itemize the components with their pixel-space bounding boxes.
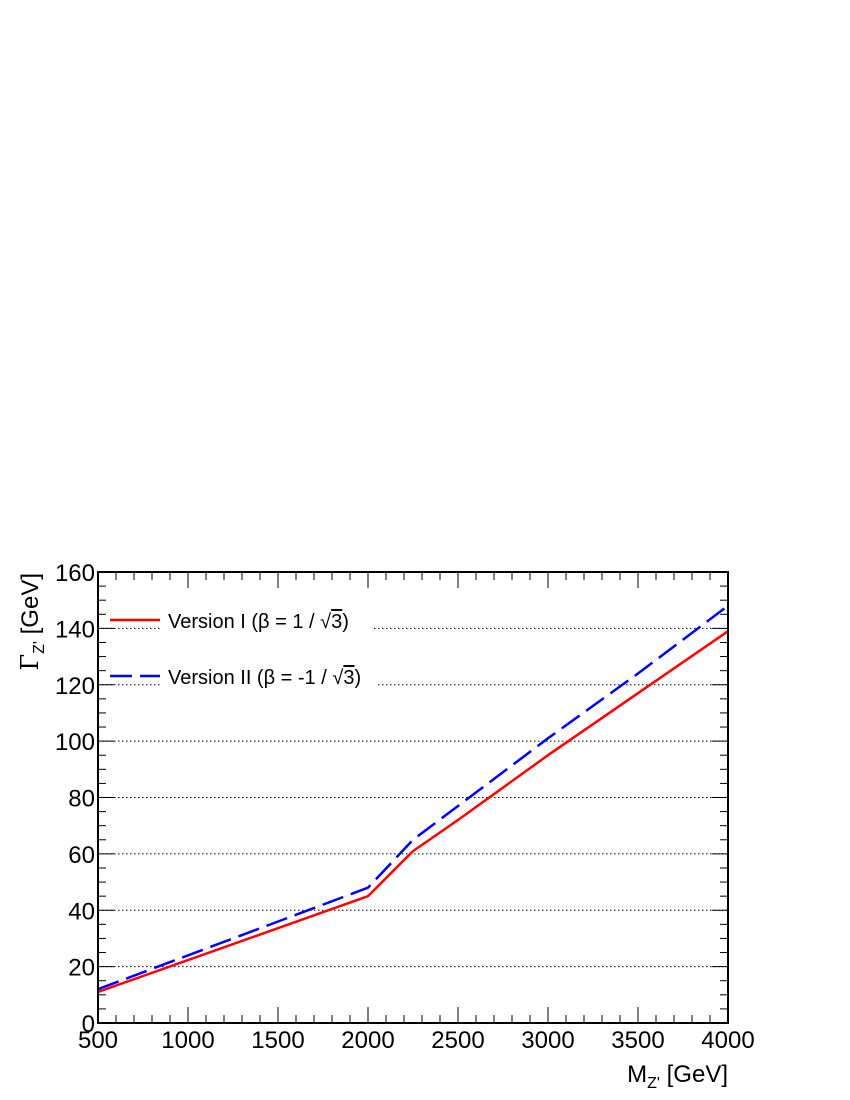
y-axis-title: ΓZ' [GeV] [16, 573, 48, 671]
grid-lines [98, 604, 728, 968]
x-tick-label-3000: 3000 [521, 1027, 574, 1054]
y-tick-label-80: 80 [68, 786, 95, 813]
series-line-2 [97, 604, 729, 991]
y-tick-label-60: 60 [68, 842, 95, 869]
x-tick-label-2500: 2500 [431, 1027, 484, 1054]
x-tick-label-4000: 4000 [701, 1027, 754, 1054]
y-tick-label-120: 120 [55, 673, 95, 700]
x-tick-label-1500: 1500 [251, 1027, 304, 1054]
legend-label-version-2: Version II (β = -1 / √3) [168, 667, 361, 689]
legend-label-version-1: Version I (β = 1 / √3) [168, 611, 349, 633]
plot-frame [97, 571, 729, 1024]
x-tick-label-2000: 2000 [341, 1027, 394, 1054]
x-axis-title: MZ' [GeV] [627, 1061, 728, 1092]
tick-labels: 500 1000 1500 2000 2500 3000 3500 4000 0 20 40 60 80… [55, 560, 755, 1054]
legend-knockout-1 [162, 604, 374, 636]
legend-knockout-2 [162, 660, 377, 692]
plot-border [97, 571, 729, 1024]
y-tick-label-160: 160 [55, 560, 95, 587]
legend: Version I (β = 1 / √3) Version II (β = -… [110, 611, 361, 689]
series-layer [97, 604, 729, 994]
y-tick-label-0: 0 [82, 1011, 95, 1038]
y-tick-label-40: 40 [68, 898, 95, 925]
y-tick-label-100: 100 [55, 729, 95, 756]
x-tick-label-500: 500 [78, 1027, 118, 1054]
x-tick-label-1000: 1000 [161, 1027, 214, 1054]
y-tick-label-140: 140 [55, 616, 95, 643]
y-tick-label-20: 20 [68, 955, 95, 982]
series-line-1 [97, 630, 729, 994]
x-tick-label-3500: 3500 [611, 1027, 664, 1054]
axis-ticks [97, 571, 729, 1024]
